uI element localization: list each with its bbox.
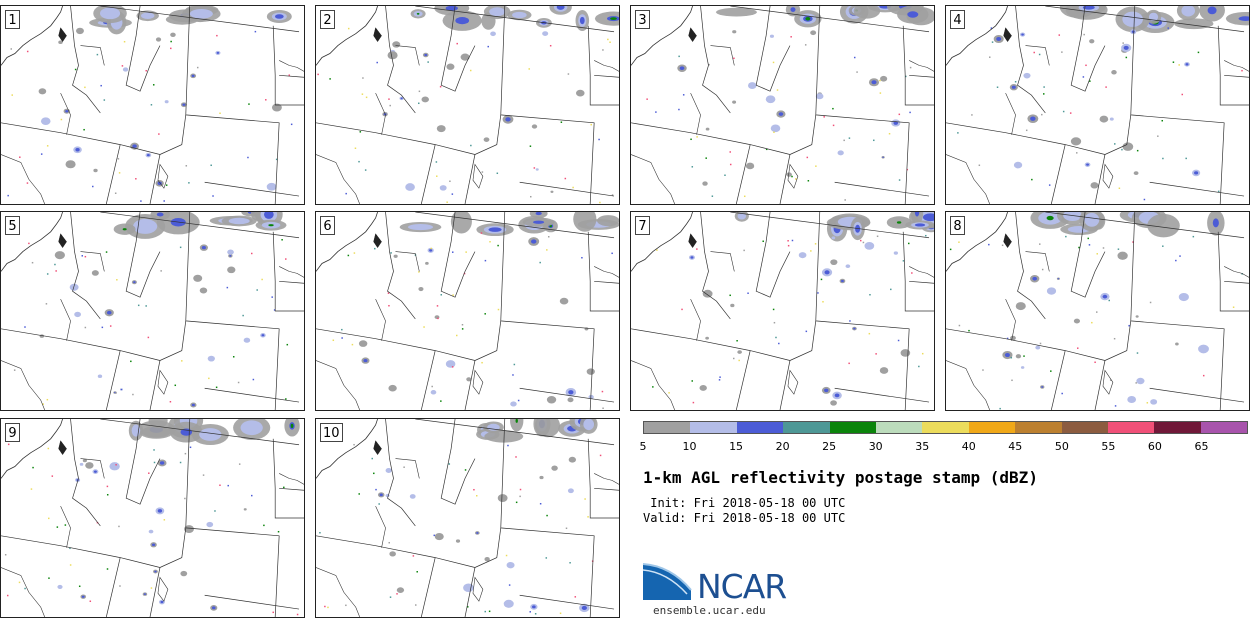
colorbar-segment [875,422,923,433]
map-plot [1,212,304,410]
colorbar-segment [829,422,876,433]
colorbar-tick-label: 5 [639,440,647,453]
map-plot [316,6,619,204]
ncar-logo-icon [642,563,692,600]
figure-title: 1-km AGL reflectivity postage stamp (dBZ… [643,468,1038,487]
logo-url: ensemble.ucar.edu [653,604,766,617]
colorbar-segment [1154,422,1201,433]
map-plot [1,419,304,617]
member-panel: 2 [315,5,620,205]
colorbar-segment [922,422,969,433]
colorbar-tick-label: 60 [1147,440,1162,453]
colorbar-segment [1200,422,1248,433]
colorbar-ticks: 5 10 15 20 25 30 35 40 45 50 55 60 65 [639,440,1248,456]
member-panel: 7 [630,211,935,411]
member-panel: 1 [0,5,305,205]
map-plot [1,6,304,204]
colorbar-tick-label: 45 [1008,440,1023,453]
colorbar-segment [968,422,1016,433]
colorbar-segment [1015,422,1062,433]
map-plot [316,212,619,410]
colorbar-segment [1107,422,1155,433]
colorbar-segment [783,422,830,433]
member-number: 5 [5,216,20,235]
member-number: 4 [950,10,965,29]
member-panel: 4 [945,5,1250,205]
colorbar-tick-label: 55 [1101,440,1116,453]
member-panel: 9 [0,418,305,618]
colorbar-tick-label: 25 [822,440,837,453]
member-number: 6 [320,216,335,235]
member-number: 1 [5,10,20,29]
member-number: 9 [5,423,20,442]
colorbar-tick-label: 35 [915,440,930,453]
map-plot [631,212,934,410]
colorbar-tick-label: 65 [1194,440,1209,453]
colorbar [643,421,1248,434]
member-number: 10 [320,423,343,442]
member-number: 3 [635,10,650,29]
valid-time: Valid: Fri 2018-05-18 00 UTC [643,511,846,525]
member-panel: 3 [630,5,935,205]
member-panel: 10 [315,418,620,618]
map-plot [316,419,619,617]
colorbar-segment [736,422,784,433]
map-plot [946,212,1249,410]
logo-text: NCAR [697,567,787,606]
member-panel: 5 [0,211,305,411]
member-panel: 6 [315,211,620,411]
colorbar-tick-label: 50 [1054,440,1069,453]
colorbar-segment [644,422,691,433]
member-number: 2 [320,10,335,29]
colorbar-segment [690,422,737,433]
colorbar-tick-label: 40 [961,440,976,453]
member-panel: 8 [945,211,1250,411]
init-time: Init: Fri 2018-05-18 00 UTC [643,496,846,510]
colorbar-tick-label: 10 [682,440,697,453]
colorbar-tick-label: 30 [868,440,883,453]
colorbar-tick-label: 20 [775,440,790,453]
member-number: 8 [950,216,965,235]
member-number: 7 [635,216,650,235]
colorbar-segment [1061,422,1108,433]
map-plot [631,6,934,204]
colorbar-tick-label: 15 [729,440,744,453]
map-plot [946,6,1249,204]
